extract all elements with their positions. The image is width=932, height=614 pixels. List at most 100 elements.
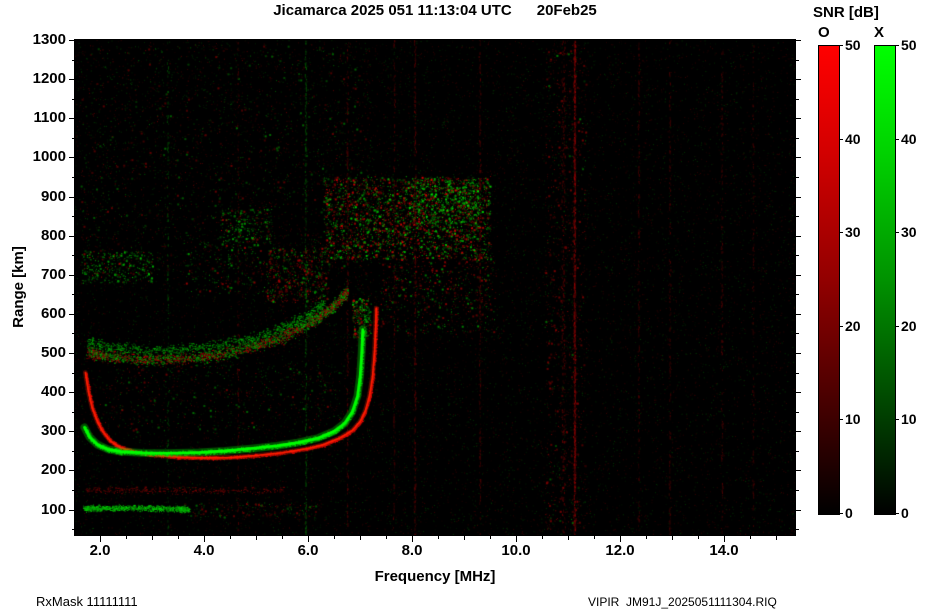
x-colorbar-tick-label: 20	[901, 318, 917, 334]
tick-mark	[620, 41, 621, 46]
tick-mark	[796, 451, 799, 452]
tick-mark	[69, 470, 75, 471]
tick-mark	[438, 41, 439, 45]
y-tick-label: 700	[40, 266, 66, 283]
tick-mark	[477, 41, 478, 44]
tick-mark	[594, 536, 595, 539]
o-colorbar-tick-label: 30	[845, 224, 861, 240]
o-mode-colorbar	[818, 45, 840, 515]
tick-mark	[72, 60, 75, 61]
filename-label: VIPIR JM91J_2025051111304.RIQ	[588, 595, 777, 609]
tick-mark	[308, 536, 309, 542]
tick-mark	[100, 536, 101, 542]
x-tick-label: 2.0	[89, 542, 111, 559]
x-tick-label: 12.0	[605, 542, 635, 559]
tick-mark	[796, 294, 799, 295]
tick-mark	[750, 536, 751, 539]
y-tick-label: 800	[40, 227, 66, 244]
tick-mark	[796, 216, 799, 217]
tick-mark	[796, 255, 799, 256]
tick-mark	[69, 275, 75, 276]
tick-mark	[633, 41, 634, 44]
tick-mark	[555, 41, 556, 44]
x-tick-label: 4.0	[193, 542, 215, 559]
tick-mark	[373, 41, 374, 44]
tick-mark	[763, 41, 764, 44]
tick-mark	[347, 41, 348, 44]
tick-mark	[839, 232, 843, 233]
tick-mark	[152, 41, 153, 46]
o-colorbar-tick-label: 0	[845, 505, 853, 521]
tick-mark	[796, 236, 801, 237]
tick-mark	[412, 536, 413, 542]
tick-mark	[295, 41, 296, 44]
tick-mark	[796, 138, 799, 139]
tick-mark	[386, 41, 387, 45]
tick-mark	[839, 326, 843, 327]
tick-mark	[724, 41, 725, 46]
tick-mark	[72, 412, 75, 413]
x-tick-label: 6.0	[297, 542, 319, 559]
tick-mark	[282, 41, 283, 45]
tick-mark	[529, 41, 530, 44]
tick-mark	[895, 139, 899, 140]
page-title: Jicamarca 2025 051 11:13:04 UTC 20Feb25	[273, 2, 597, 19]
tick-mark	[178, 41, 179, 45]
tick-mark	[839, 419, 843, 420]
tick-mark	[568, 536, 569, 540]
tick-mark	[126, 536, 127, 539]
tick-mark	[796, 40, 801, 41]
tick-mark	[334, 536, 335, 539]
tick-mark	[796, 490, 799, 491]
tick-mark	[796, 353, 801, 354]
tick-mark	[516, 536, 517, 542]
tick-mark	[839, 45, 843, 46]
tick-mark	[503, 41, 504, 44]
tick-mark	[230, 41, 231, 45]
tick-mark	[796, 333, 799, 334]
tick-mark	[581, 41, 582, 44]
tick-mark	[750, 41, 751, 45]
tick-mark	[72, 333, 75, 334]
tick-mark	[796, 529, 799, 530]
tick-mark	[69, 353, 75, 354]
tick-mark	[796, 412, 799, 413]
tick-mark	[256, 41, 257, 46]
y-tick-label: 300	[40, 422, 66, 439]
tick-mark	[204, 536, 205, 542]
tick-mark	[776, 41, 777, 46]
tick-mark	[516, 41, 517, 46]
ionogram-plot-canvas	[75, 40, 795, 535]
y-tick-label: 400	[40, 383, 66, 400]
tick-mark	[178, 536, 179, 539]
tick-mark	[69, 510, 75, 511]
tick-mark	[100, 41, 101, 46]
tick-mark	[72, 373, 75, 374]
tick-mark	[69, 392, 75, 393]
tick-mark	[412, 41, 413, 46]
tick-mark	[269, 41, 270, 44]
y-tick-label: 1300	[32, 31, 66, 48]
colorbar-title: SNR [dB]	[813, 4, 879, 21]
tick-mark	[334, 41, 335, 45]
tick-mark	[839, 139, 843, 140]
tick-mark	[72, 177, 75, 178]
x-tick-label: 8.0	[401, 542, 423, 559]
x-mode-colorbar	[874, 45, 896, 515]
tick-mark	[724, 536, 725, 542]
x-colorbar-tick-label: 0	[901, 505, 909, 521]
tick-mark	[568, 41, 569, 46]
tick-mark	[796, 79, 801, 80]
tick-mark	[152, 536, 153, 540]
tick-mark	[789, 41, 790, 44]
x-colorbar-tick-label: 30	[901, 224, 917, 240]
tick-mark	[72, 255, 75, 256]
tick-mark	[386, 536, 387, 539]
tick-mark	[113, 41, 114, 44]
tick-mark	[594, 41, 595, 45]
tick-mark	[360, 536, 361, 540]
tick-mark	[464, 536, 465, 540]
tick-mark	[895, 326, 899, 327]
tick-mark	[72, 216, 75, 217]
tick-mark	[796, 118, 801, 119]
